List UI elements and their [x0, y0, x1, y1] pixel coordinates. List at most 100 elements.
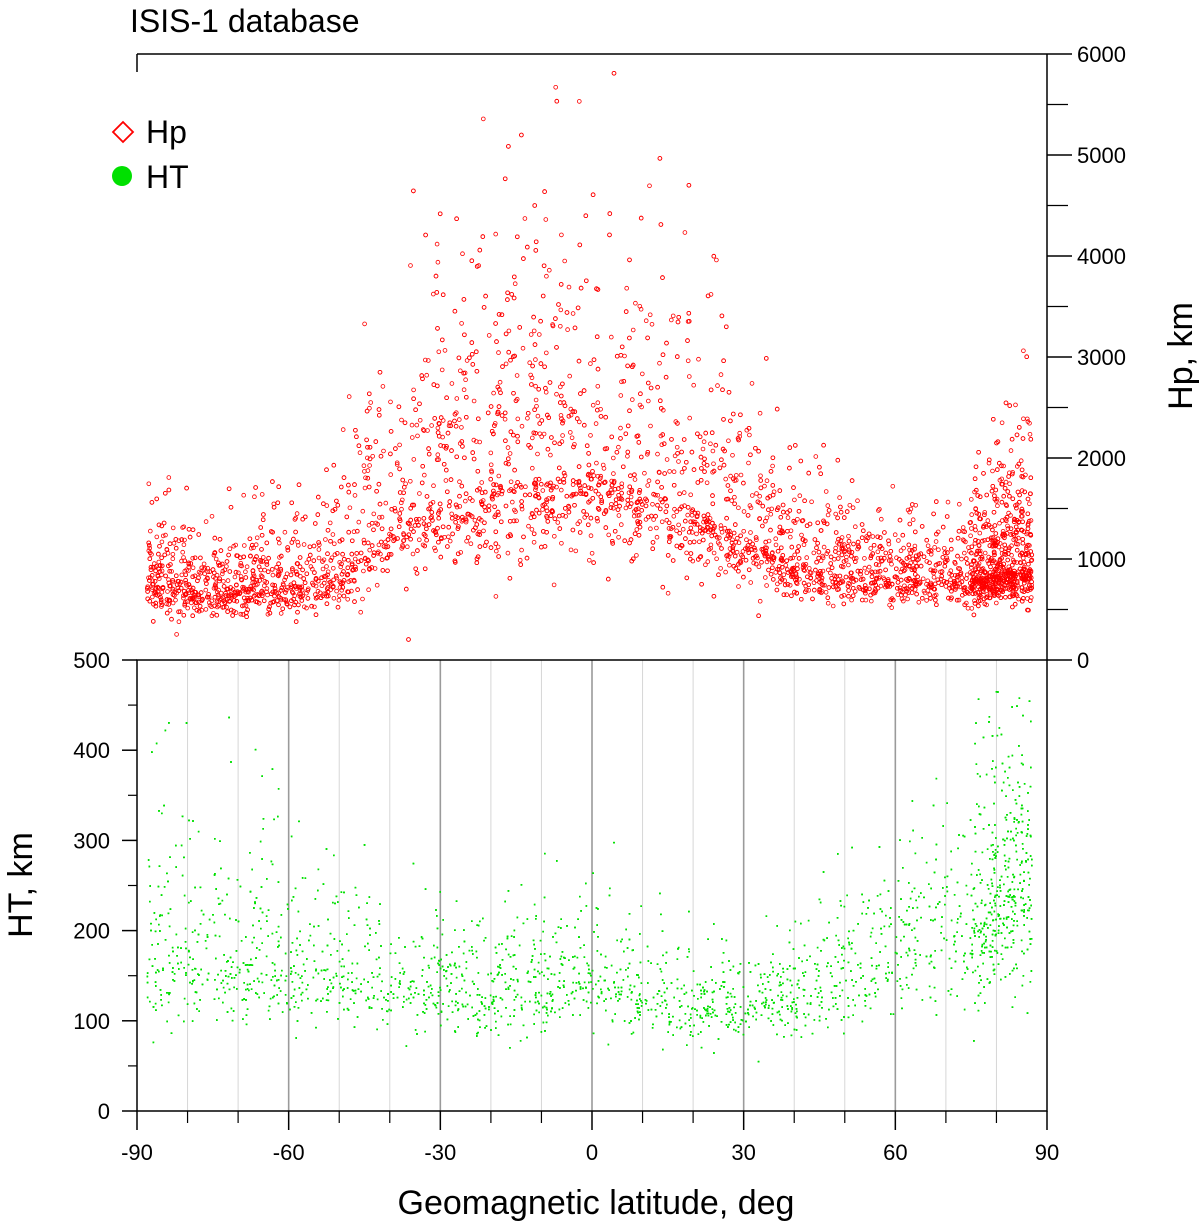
hp-point: [896, 538, 901, 543]
hp-point: [265, 569, 271, 574]
hp-point: [948, 577, 953, 582]
hp-point: [941, 545, 947, 551]
hp-point: [674, 528, 679, 534]
hp-point: [711, 550, 717, 556]
hp-point: [664, 517, 670, 523]
hp-point: [352, 599, 357, 604]
hp-point: [441, 461, 447, 467]
hp-point: [585, 522, 591, 528]
hp-point: [876, 508, 881, 513]
hp-point: [305, 596, 311, 601]
hp-point: [770, 463, 775, 469]
hp-point: [596, 507, 602, 512]
hp-point: [562, 473, 568, 478]
hp-point: [248, 545, 254, 551]
hp-point: [768, 527, 773, 533]
hp-point: [616, 534, 621, 540]
hp-point: [625, 363, 630, 369]
hp-point: [422, 566, 428, 572]
hp-point: [795, 516, 800, 522]
hp-point: [374, 582, 380, 588]
hp-point: [705, 559, 711, 564]
hp-point: [483, 293, 488, 299]
hp-point: [225, 578, 231, 583]
hp-point: [449, 448, 454, 453]
hp-point: [296, 602, 301, 608]
hp-point: [590, 192, 596, 198]
hp-point: [789, 544, 795, 550]
hp-point: [600, 462, 606, 468]
hp-point: [232, 574, 238, 580]
hp-point: [760, 523, 765, 529]
hp-point: [921, 588, 927, 594]
hp-point: [910, 556, 916, 562]
hp-point: [581, 388, 587, 393]
hp-point: [259, 492, 265, 497]
hp-point: [1021, 348, 1026, 354]
hp-point: [485, 410, 491, 416]
hp-point: [505, 445, 511, 450]
hp-point: [931, 511, 936, 517]
hp-point: [543, 350, 549, 356]
hp-point: [661, 441, 667, 447]
hp-point: [632, 472, 637, 478]
hp-point: [821, 544, 827, 550]
hp-point: [718, 523, 724, 528]
hp-point: [778, 514, 784, 520]
hp-point: [740, 549, 746, 554]
hp-point: [439, 367, 445, 373]
hp-point: [289, 500, 295, 506]
hp-point: [608, 334, 614, 340]
hp-point: [335, 604, 341, 610]
hp-point: [295, 609, 300, 615]
hp-point: [181, 595, 186, 601]
hp-point: [393, 446, 398, 451]
hp-point: [702, 456, 707, 462]
hp-point: [787, 465, 792, 471]
hp-point: [463, 491, 469, 497]
hp-point: [618, 393, 624, 398]
hp-point: [964, 576, 969, 581]
hp-point: [985, 518, 991, 523]
hp-point: [521, 256, 526, 261]
hp-point: [940, 524, 946, 530]
hp-point: [816, 555, 821, 561]
hp-point: [762, 483, 767, 489]
hp-point: [726, 438, 731, 444]
hp-point: [404, 544, 410, 549]
hp-point: [531, 539, 537, 545]
hp-point: [435, 326, 440, 331]
hp-point: [408, 263, 413, 268]
hp-point: [714, 257, 719, 263]
hp-point: [984, 492, 989, 498]
hp-point: [482, 504, 487, 510]
hp-point: [684, 550, 689, 556]
hp-point: [883, 550, 889, 556]
hp-point: [1009, 436, 1015, 442]
hp-point: [905, 596, 910, 602]
hp-point: [645, 335, 650, 341]
hp-point: [182, 537, 187, 543]
hp-point: [543, 389, 549, 395]
hp-point: [363, 475, 368, 481]
hp-point: [685, 358, 691, 364]
hp-point: [323, 537, 328, 542]
hp-point: [415, 548, 420, 553]
hp-point: [583, 278, 589, 284]
hp-point: [473, 349, 479, 355]
hp-point: [514, 518, 519, 524]
hp-point: [721, 462, 727, 468]
hp-point: [223, 590, 228, 596]
hp-point: [982, 510, 987, 515]
hp-point: [377, 501, 383, 507]
hp-point: [844, 554, 849, 560]
hp-point: [302, 580, 308, 585]
hp-point: [925, 543, 931, 549]
hp-point: [766, 567, 771, 573]
hp-point: [169, 616, 174, 622]
hp-point: [461, 387, 467, 393]
hp-point: [768, 469, 774, 474]
hp-point: [939, 582, 944, 587]
hp-point: [566, 509, 572, 515]
hp-point: [734, 549, 740, 555]
